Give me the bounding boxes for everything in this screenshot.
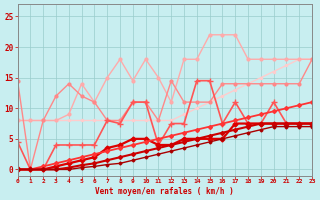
X-axis label: Vent moyen/en rafales ( km/h ): Vent moyen/en rafales ( km/h ): [95, 187, 234, 196]
